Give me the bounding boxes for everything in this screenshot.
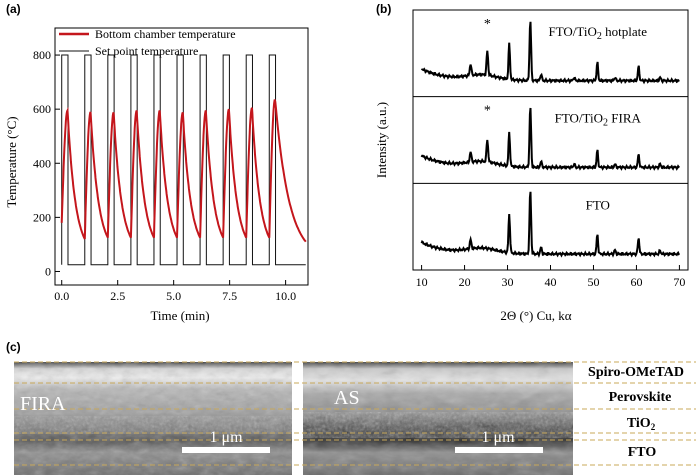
scale-bar-left — [182, 447, 270, 453]
y-tick-label: 400 — [33, 156, 51, 170]
sem-cross-section-panel: FIRA AS 1 μm 1 μm Spiro-OMeTAD Perovskit… — [14, 361, 696, 475]
layer-label-perovskite: Perovskite — [609, 390, 672, 405]
layer-boundary-lines — [14, 361, 696, 466]
chart-a-x-axis-label: Time (min) — [150, 308, 209, 323]
xrd-pattern-line — [420, 107, 680, 171]
sem-image-as — [303, 362, 573, 475]
sem-image-fira — [14, 362, 292, 475]
chart-b-y-axis-label: Intensity (a.u.) — [374, 102, 389, 178]
y-tick-label: 600 — [33, 102, 51, 116]
chart-b-frame — [412, 9, 689, 271]
sem-label-as: AS — [334, 387, 360, 409]
scale-bar-label-left: 1 μm — [209, 429, 243, 446]
x-tick-label: 50 — [587, 275, 599, 289]
x-tick-label: 60 — [630, 275, 642, 289]
x-tick-label: 5.0 — [166, 289, 181, 303]
panel-label-c: (c) — [6, 340, 21, 354]
x-tick-label: 10 — [416, 275, 428, 289]
y-tick-label: 0 — [45, 264, 51, 278]
panel-label-b: (b) — [376, 2, 392, 16]
x-tick-label: 7.5 — [222, 289, 237, 303]
panel-label-a: (a) — [6, 2, 21, 16]
temperature-chart: 0.0 2.5 5.0 7.5 10.0 0 200 400 600 800 Bottom cha… — [4, 27, 309, 323]
anatase-peak-marker: * — [484, 17, 491, 32]
x-tick-label: 20 — [459, 275, 471, 289]
layer-label-tio2: TiO2 — [627, 416, 656, 432]
layer-label-spiro: Spiro-OMeTAD — [588, 365, 684, 380]
anatase-peak-marker: * — [484, 104, 491, 119]
chart-b-plot-area: 10 20 30 40 50 60 70 FTO/TiO2 hotplate * FTO/TiO2… — [412, 9, 689, 289]
xrd-series-label: FTO — [586, 197, 610, 212]
chart-b-x-axis-label: 2Θ (°) Cu, kα — [500, 308, 571, 323]
layer-label-fto: FTO — [628, 445, 657, 460]
chart-a-y-axis-label: Temperature (°C) — [4, 116, 19, 207]
y-tick-label: 800 — [33, 48, 51, 62]
legend-label-bottom-chamber: Bottom chamber temperature — [95, 27, 236, 41]
bottom-chamber-line — [60, 99, 307, 243]
x-tick-label: 30 — [502, 275, 514, 289]
chart-a-axes: 0.0 2.5 5.0 7.5 10.0 0 200 400 600 800 — [33, 27, 309, 303]
x-tick-label: 10.0 — [275, 289, 296, 303]
x-tick-label: 40 — [545, 275, 557, 289]
legend-label-set-point: Set point temperature — [95, 44, 198, 58]
xrd-series-label: FTO/TiO2 hotplate — [548, 24, 647, 42]
chart-a-legend: Bottom chamber temperature Set point temp… — [59, 27, 236, 58]
chart-a-plot-area — [60, 54, 307, 266]
xrd-chart: 10 20 30 40 50 60 70 FTO/TiO2 hotplate * FTO/TiO2… — [374, 9, 689, 323]
scale-bar-right — [455, 447, 543, 453]
x-tick-label: 0.0 — [54, 289, 69, 303]
xrd-pattern-line — [420, 191, 681, 258]
xrd-series-label: FTO/TiO2 FIRA — [555, 111, 642, 129]
scale-bar-label-right: 1 μm — [481, 429, 515, 446]
set-point-line — [61, 54, 306, 266]
xrd-pattern-line — [420, 21, 680, 85]
sem-label-fira: FIRA — [20, 393, 66, 415]
chart-a-frame — [54, 27, 309, 286]
y-tick-label: 200 — [33, 210, 51, 224]
x-tick-label: 70 — [673, 275, 685, 289]
x-tick-label: 2.5 — [110, 289, 125, 303]
